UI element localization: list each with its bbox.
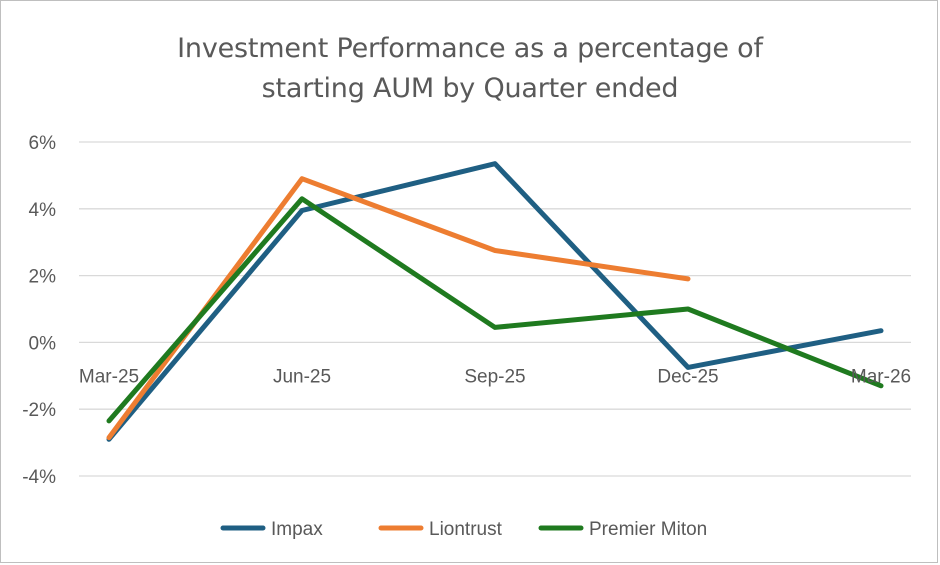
- x-tick-label: Sep-25: [464, 366, 525, 387]
- chart-title-line-2: starting AUM by Quarter ended: [261, 73, 679, 104]
- legend-label: Impax: [271, 519, 323, 540]
- y-tick-label: -2%: [22, 400, 56, 421]
- series-line-impax: [106, 161, 884, 442]
- chart-title: Investment Performance as a percentage o…: [1, 29, 939, 109]
- series-lines: [106, 161, 884, 442]
- x-tick-label: Jun-25: [273, 366, 331, 387]
- y-axis-tick-labels: -4% -2% 0% 2% 4% 6%: [22, 133, 56, 488]
- y-tick-label: -4%: [22, 467, 56, 488]
- x-tick-label: Dec-25: [657, 366, 718, 387]
- y-tick-label: 6%: [29, 133, 57, 154]
- x-tick-label: Mar-26: [851, 366, 911, 387]
- series-line-liontrust: [106, 176, 691, 441]
- legend-label: Premier Miton: [589, 519, 707, 540]
- chart-title-line-1: Investment Performance as a percentage o…: [177, 33, 763, 64]
- x-axis-tick-labels: Mar-25 Jun-25 Sep-25 Dec-25 Mar-26: [79, 366, 911, 387]
- x-tick-label: Mar-25: [79, 366, 139, 387]
- legend: Impax Liontrust Premier Miton: [220, 519, 707, 540]
- series-line-premier-miton: [106, 196, 884, 424]
- y-tick-label: 2%: [29, 267, 57, 288]
- legend-label: Liontrust: [429, 519, 503, 540]
- y-tick-label: 0%: [29, 333, 57, 354]
- y-tick-label: 4%: [29, 200, 57, 221]
